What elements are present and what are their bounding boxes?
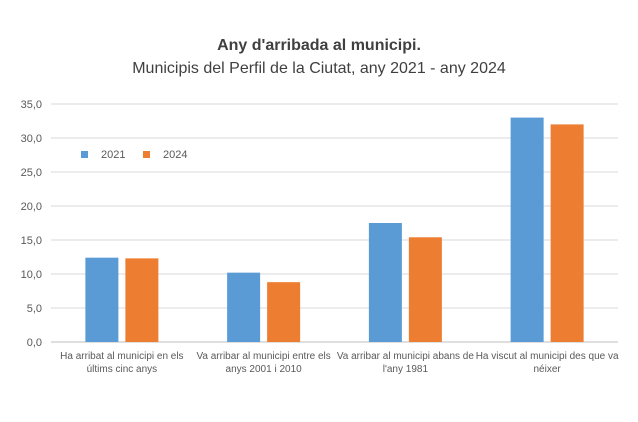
bar-2024	[550, 124, 584, 343]
y-tick-label: 30,0	[21, 133, 42, 145]
chart-title: Any d'arribada al municipi.	[217, 37, 421, 54]
x-tick-label: Va arribar al municipi abans de	[337, 351, 475, 362]
y-tick-label: 5,0	[27, 303, 42, 315]
x-tick-label: anys 2001 i 2010	[226, 364, 303, 375]
bar-2024	[125, 258, 159, 342]
x-tick-label: Va arribar al municipi entre els	[196, 351, 330, 362]
bar-2021	[85, 257, 119, 342]
y-tick-label: 15,0	[21, 235, 42, 247]
y-tick-label: 10,0	[21, 269, 42, 281]
bar-2024	[267, 282, 301, 342]
bar-2021	[227, 272, 261, 342]
y-tick-label: 25,0	[21, 167, 42, 179]
bar-2021	[510, 117, 544, 342]
bar-2021	[368, 223, 402, 342]
y-tick-label: 35,0	[21, 99, 42, 111]
x-tick-label: Ha arribat al municipi en els	[60, 351, 183, 362]
legend-swatch-2021	[81, 151, 88, 158]
x-tick-label: Ha viscut al municipi des que va	[476, 351, 619, 362]
legend-label: 2021	[101, 149, 125, 161]
x-tick-label: últims cinc anys	[87, 364, 158, 375]
y-tick-label: 20,0	[21, 201, 42, 213]
bar-2024	[408, 237, 442, 342]
x-tick-label: néixer	[534, 364, 562, 375]
x-tick-label: l'any 1981	[383, 364, 429, 375]
legend-label: 2024	[163, 149, 187, 161]
chart-subtitle: Municipis del Perfil de la Ciutat, any 2…	[132, 60, 506, 77]
y-tick-label: 0,0	[27, 337, 42, 349]
legend-swatch-2024	[143, 151, 150, 158]
